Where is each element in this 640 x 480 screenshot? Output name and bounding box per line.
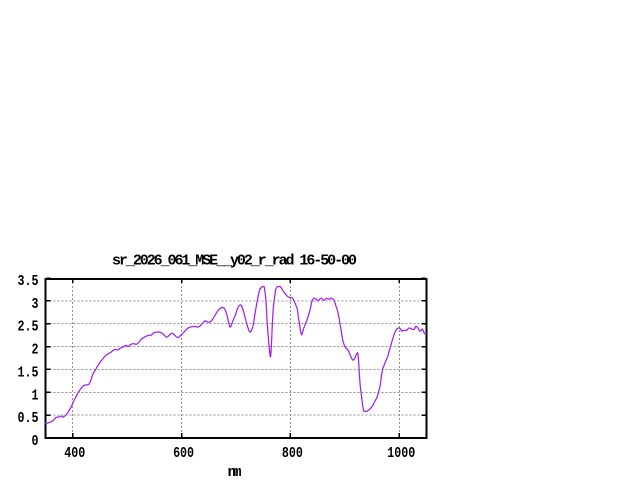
- svg-text:sr_2026_061_MSE__y02_r_rad 16-: sr_2026_061_MSE__y02_r_rad 16-50-00: [112, 252, 357, 269]
- svg-text:0: 0: [32, 433, 39, 450]
- svg-text:0.5: 0.5: [18, 410, 39, 427]
- svg-text:1.5: 1.5: [18, 364, 39, 381]
- svg-text:1000: 1000: [387, 445, 415, 462]
- svg-text:400: 400: [64, 445, 85, 462]
- svg-text:2: 2: [32, 342, 39, 359]
- svg-text:800: 800: [282, 445, 303, 462]
- svg-text:nm: nm: [228, 464, 242, 480]
- svg-text:3: 3: [32, 296, 39, 313]
- svg-text:1: 1: [32, 387, 39, 404]
- svg-text:3.5: 3.5: [18, 273, 39, 290]
- svg-text:600: 600: [173, 445, 194, 462]
- svg-text:2.5: 2.5: [18, 319, 39, 336]
